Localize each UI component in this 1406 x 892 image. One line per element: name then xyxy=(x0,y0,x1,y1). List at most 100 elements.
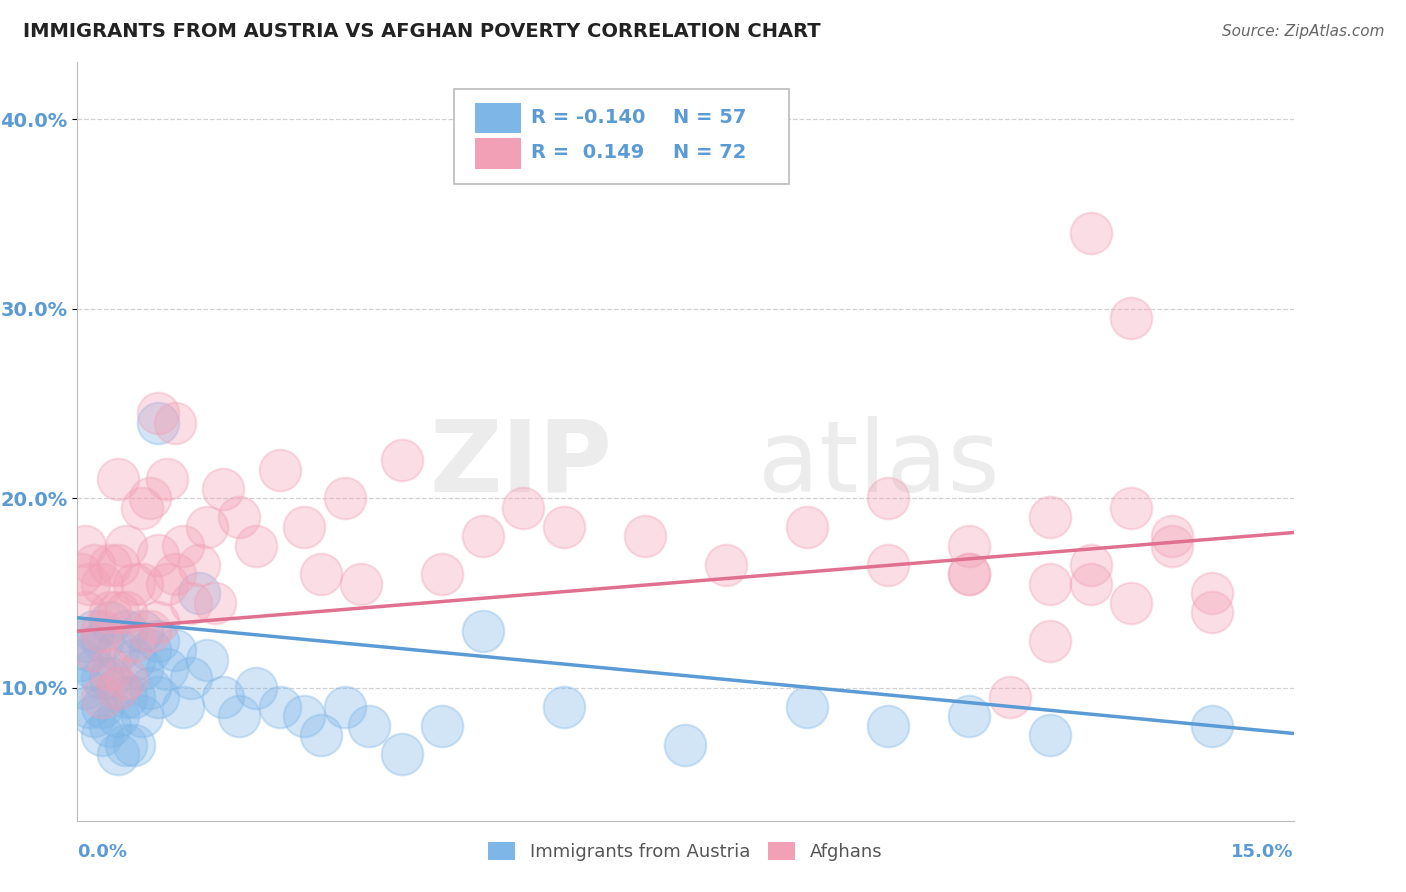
Point xyxy=(292,520,315,534)
Point xyxy=(79,643,101,657)
Point xyxy=(148,690,170,705)
Point xyxy=(75,605,97,619)
Point xyxy=(75,633,97,648)
Point xyxy=(553,699,575,714)
Text: atlas: atlas xyxy=(758,416,1000,513)
Point xyxy=(269,463,291,477)
Text: N = 72: N = 72 xyxy=(673,143,747,162)
Point xyxy=(675,738,697,752)
Point xyxy=(796,699,818,714)
Point xyxy=(79,699,101,714)
Point xyxy=(1161,539,1184,553)
Point xyxy=(131,500,153,515)
Point xyxy=(430,567,453,582)
Point xyxy=(107,747,129,762)
Point xyxy=(471,624,494,639)
Point xyxy=(148,406,170,420)
Point xyxy=(131,576,153,591)
Point xyxy=(957,539,980,553)
Point xyxy=(309,567,332,582)
Point xyxy=(957,709,980,723)
Point xyxy=(391,453,413,467)
Point xyxy=(98,558,121,572)
Point xyxy=(83,643,105,657)
Point xyxy=(877,491,900,506)
Point xyxy=(79,576,101,591)
Point xyxy=(1161,529,1184,543)
FancyBboxPatch shape xyxy=(475,103,522,133)
Point xyxy=(245,681,267,695)
Text: 15.0%: 15.0% xyxy=(1232,844,1294,862)
Point xyxy=(122,633,145,648)
Point xyxy=(195,652,218,666)
Point xyxy=(553,520,575,534)
Point xyxy=(148,615,170,629)
Point xyxy=(1080,576,1102,591)
Point xyxy=(1201,586,1223,600)
Point xyxy=(75,681,97,695)
Point xyxy=(131,662,153,676)
Point xyxy=(90,699,112,714)
Point xyxy=(115,690,138,705)
Text: 0.0%: 0.0% xyxy=(77,844,128,862)
Point xyxy=(391,747,413,762)
Legend: Immigrants from Austria, Afghans: Immigrants from Austria, Afghans xyxy=(481,835,890,869)
Point xyxy=(195,520,218,534)
Point xyxy=(212,690,235,705)
Point xyxy=(90,633,112,648)
Point xyxy=(107,643,129,657)
Point xyxy=(796,520,818,534)
Point xyxy=(115,539,138,553)
Point xyxy=(83,558,105,572)
Point xyxy=(1121,596,1143,610)
Point xyxy=(122,690,145,705)
Point xyxy=(512,500,534,515)
Point xyxy=(228,510,250,524)
Point xyxy=(115,624,138,639)
Point xyxy=(107,473,129,487)
Point xyxy=(98,672,121,686)
Point xyxy=(204,596,226,610)
Point xyxy=(131,709,153,723)
Point xyxy=(98,605,121,619)
Point xyxy=(70,652,93,666)
Point xyxy=(107,558,129,572)
Point xyxy=(180,596,202,610)
Point xyxy=(83,624,105,639)
Point xyxy=(75,539,97,553)
Text: ZIP: ZIP xyxy=(430,416,613,513)
Point xyxy=(877,558,900,572)
Point xyxy=(1039,728,1062,742)
Point xyxy=(107,605,129,619)
Point xyxy=(998,690,1021,705)
Text: IMMIGRANTS FROM AUSTRIA VS AFGHAN POVERTY CORRELATION CHART: IMMIGRANTS FROM AUSTRIA VS AFGHAN POVERT… xyxy=(22,22,820,41)
Point xyxy=(634,529,657,543)
Point xyxy=(115,605,138,619)
Point xyxy=(188,586,211,600)
Point xyxy=(107,681,129,695)
Point xyxy=(172,699,194,714)
Point xyxy=(115,738,138,752)
Point xyxy=(430,719,453,733)
Point xyxy=(1080,226,1102,240)
Point xyxy=(131,624,153,639)
Point xyxy=(212,482,235,496)
Point xyxy=(1039,633,1062,648)
Point xyxy=(163,643,186,657)
Point xyxy=(359,719,381,733)
Point xyxy=(714,558,737,572)
Point xyxy=(148,548,170,563)
Point xyxy=(957,567,980,582)
Point xyxy=(98,615,121,629)
Point xyxy=(188,558,211,572)
Point xyxy=(309,728,332,742)
Point xyxy=(957,567,980,582)
Point xyxy=(90,672,112,686)
Point xyxy=(122,576,145,591)
Point xyxy=(877,719,900,733)
Point xyxy=(172,539,194,553)
Point xyxy=(148,416,170,430)
Point xyxy=(155,576,177,591)
Point xyxy=(1121,311,1143,326)
Point xyxy=(90,624,112,639)
